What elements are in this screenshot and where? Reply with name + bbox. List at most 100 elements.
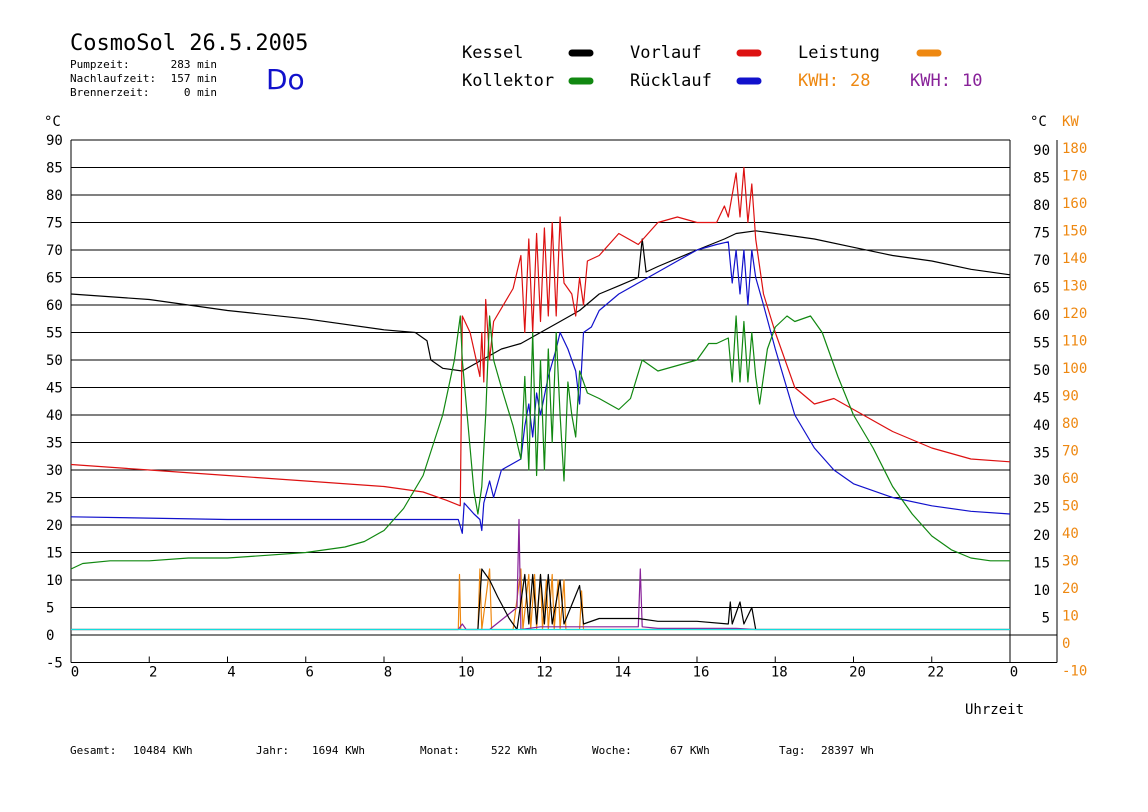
y-tick-kw: 30 bbox=[1062, 554, 1079, 570]
y-tick-right: 60 bbox=[1033, 308, 1050, 324]
y-tick-left: 15 bbox=[46, 546, 63, 562]
stat-value: 283 min bbox=[171, 58, 217, 71]
legend-label: Kollektor bbox=[462, 71, 554, 91]
x-tick: 6 bbox=[306, 665, 314, 681]
kwh-value: 10 bbox=[962, 71, 982, 91]
y-tick-kw: 120 bbox=[1062, 306, 1087, 322]
y-tick-kw: 0 bbox=[1062, 636, 1070, 652]
x-tick: 0 bbox=[71, 665, 79, 681]
series-line-0 bbox=[70, 230, 1011, 372]
y-tick-right: 70 bbox=[1033, 253, 1050, 269]
series-line-3 bbox=[70, 315, 1010, 570]
y-tick-kw: 50 bbox=[1062, 499, 1079, 515]
footer-label: Tag: bbox=[779, 744, 806, 757]
y-tick-left: 90 bbox=[46, 133, 63, 149]
x-tick: 2 bbox=[149, 665, 157, 681]
y-tick-kw: 40 bbox=[1062, 526, 1079, 542]
y-tick-right: 15 bbox=[1033, 556, 1050, 572]
day-label: Do bbox=[266, 63, 305, 96]
x-tick: 4 bbox=[227, 665, 235, 681]
x-tick: 14 bbox=[614, 665, 631, 681]
footer-totals: Gesamt: 10484 KWh Jahr: 1694 KWh Monat: 522 K… bbox=[70, 744, 874, 757]
footer-value: 1694 KWh bbox=[312, 744, 365, 757]
right-unit-c: °C bbox=[1030, 114, 1047, 130]
y-tick-left: 70 bbox=[46, 243, 63, 259]
y-tick-left: 40 bbox=[46, 408, 63, 424]
series-line-6 bbox=[477, 568, 757, 631]
y-tick-left: 25 bbox=[46, 491, 63, 507]
stats-block: Pumpzeit: 283 min Nachlaufzeit: 157 min Bren… bbox=[70, 58, 217, 99]
stat-value: 157 min bbox=[171, 72, 217, 85]
legend: Kessel Vorlauf Leistung Kollektor Rücklauf KW… bbox=[462, 43, 982, 91]
legend-label: Leistung bbox=[798, 43, 880, 63]
y-tick-left: 45 bbox=[46, 381, 63, 397]
kwh-label: KWH: bbox=[910, 71, 951, 91]
stat-label: Nachlaufzeit: bbox=[70, 72, 156, 85]
y-tick-kw: 160 bbox=[1062, 196, 1087, 212]
series-line-5 bbox=[71, 518, 1010, 631]
y-tick-right: 30 bbox=[1033, 473, 1050, 489]
y-tick-left: 10 bbox=[46, 573, 63, 589]
y-tick-right: 50 bbox=[1033, 363, 1050, 379]
footer-label: Monat: bbox=[420, 744, 460, 757]
y-tick-right: 85 bbox=[1033, 171, 1050, 187]
y-tick-left: 35 bbox=[46, 436, 63, 452]
series-lines bbox=[70, 166, 1011, 631]
y-tick-right: 75 bbox=[1033, 226, 1050, 242]
footer-label: Jahr: bbox=[256, 744, 289, 757]
stat-label: Brennerzeit: bbox=[70, 86, 149, 99]
footer-value: 10484 KWh bbox=[133, 744, 193, 757]
y-tick-left: 30 bbox=[46, 463, 63, 479]
y-tick-kw: 180 bbox=[1062, 141, 1087, 157]
y-tick-right: 65 bbox=[1033, 281, 1050, 297]
y-tick-kw: 70 bbox=[1062, 444, 1079, 460]
series-line-2 bbox=[70, 241, 1011, 534]
kwh-label: KWH: bbox=[798, 71, 839, 91]
y-tick-kw: 90 bbox=[1062, 389, 1079, 405]
x-tick: 0 bbox=[1010, 665, 1018, 681]
x-tick: 22 bbox=[927, 665, 944, 681]
kwh-value: 28 bbox=[850, 71, 870, 91]
series-line-1 bbox=[70, 166, 1011, 507]
y-tick-right: 80 bbox=[1033, 198, 1050, 214]
y-tick-left: 20 bbox=[46, 518, 63, 534]
y-tick-left: 65 bbox=[46, 271, 63, 287]
footer-value: 67 KWh bbox=[670, 744, 710, 757]
series-line-4 bbox=[71, 568, 1010, 631]
y-tick-right: 10 bbox=[1033, 583, 1050, 599]
y-tick-left: 50 bbox=[46, 353, 63, 369]
x-tick: 10 bbox=[458, 665, 475, 681]
y-tick-kw: 60 bbox=[1062, 471, 1079, 487]
stat-value: 0 min bbox=[184, 86, 217, 99]
axes: 908580757065605550454035302520151050-590… bbox=[46, 133, 1087, 681]
x-tick: 18 bbox=[771, 665, 788, 681]
y-tick-kw: 20 bbox=[1062, 581, 1079, 597]
legend-label: Rücklauf bbox=[630, 71, 712, 91]
y-tick-kw: 10 bbox=[1062, 609, 1079, 625]
y-tick-left: 75 bbox=[46, 216, 63, 232]
y-tick-kw: 110 bbox=[1062, 334, 1087, 350]
y-tick-kw: 130 bbox=[1062, 279, 1087, 295]
y-tick-right: 45 bbox=[1033, 391, 1050, 407]
x-axis-label: Uhrzeit bbox=[965, 702, 1024, 718]
y-tick-left: 55 bbox=[46, 326, 63, 342]
y-tick-kw: 80 bbox=[1062, 416, 1079, 432]
y-tick-kw: 150 bbox=[1062, 224, 1087, 240]
y-tick-left: 85 bbox=[46, 161, 63, 177]
y-tick-right: 40 bbox=[1033, 418, 1050, 434]
y-tick-right: 20 bbox=[1033, 528, 1050, 544]
right-unit-kw: KW bbox=[1062, 114, 1079, 130]
legend-label: Vorlauf bbox=[630, 43, 702, 63]
footer-value: 28397 Wh bbox=[821, 744, 874, 757]
x-tick: 12 bbox=[536, 665, 553, 681]
x-tick: 16 bbox=[693, 665, 710, 681]
y-tick-left: 5 bbox=[46, 601, 54, 617]
legend-label: Kessel bbox=[462, 43, 523, 63]
x-tick: 20 bbox=[849, 665, 866, 681]
y-tick-right: 55 bbox=[1033, 336, 1050, 352]
y-tick-kw: -10 bbox=[1062, 664, 1087, 680]
footer-value: 522 KWh bbox=[491, 744, 537, 757]
y-tick-right: 25 bbox=[1033, 501, 1050, 517]
y-tick-right: 90 bbox=[1033, 143, 1050, 159]
